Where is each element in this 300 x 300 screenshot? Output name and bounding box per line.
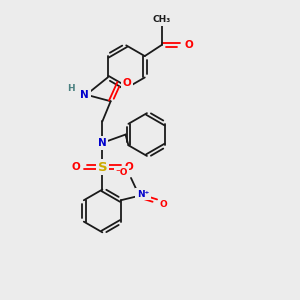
Text: N: N (98, 138, 107, 148)
Text: S: S (98, 161, 107, 174)
Text: CH₃: CH₃ (153, 15, 171, 24)
Text: O: O (125, 162, 134, 172)
Text: O: O (184, 40, 193, 50)
Text: N⁺: N⁺ (137, 190, 149, 199)
Text: O: O (159, 200, 167, 208)
Text: O: O (123, 78, 132, 88)
Text: H: H (67, 84, 75, 93)
Text: N: N (80, 90, 89, 100)
Text: ⁻O: ⁻O (115, 168, 128, 177)
Text: O: O (71, 162, 80, 172)
